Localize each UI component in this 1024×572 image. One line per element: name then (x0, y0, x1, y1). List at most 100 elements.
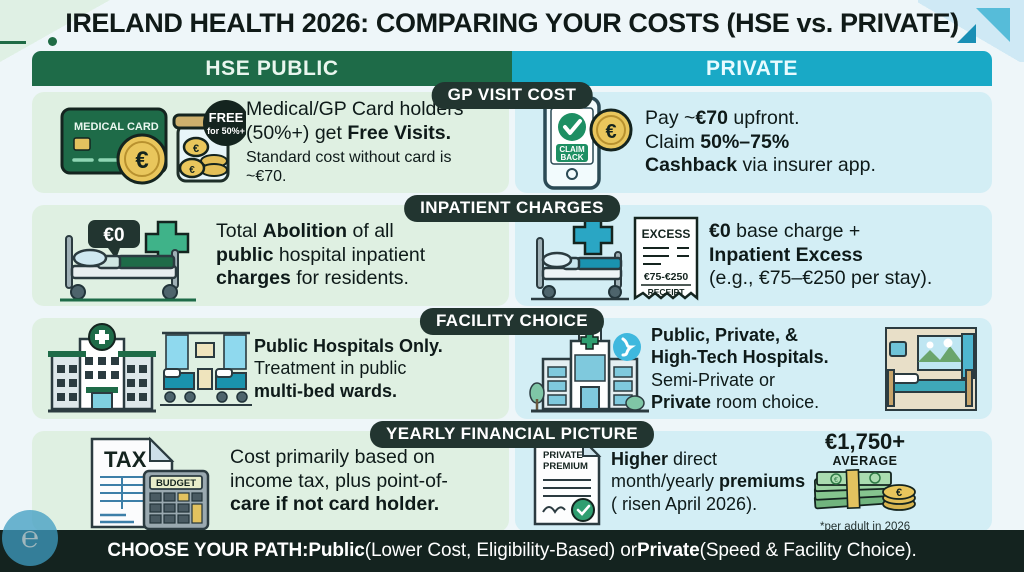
verified-seal-icon (571, 497, 595, 522)
inp-public-line1c: of all (347, 219, 394, 242)
footer-prefix: CHOOSE YOUR PATH: (107, 540, 309, 561)
price-bubble (88, 219, 140, 248)
column-header-public: HSE PUBLIC (32, 51, 512, 86)
private-room-icon (885, 326, 977, 411)
gp-private-line2a: Claim (645, 130, 701, 153)
footer-private-word: Private (636, 540, 700, 561)
art-claimback-phone-group: CLAIM BACK € (529, 94, 645, 192)
gp-private-line3b: via insurer app. (737, 154, 876, 177)
gp-private-line1b: €70 (695, 106, 728, 129)
yr-private-line2a: month/yearly (611, 471, 720, 492)
text-public-yearly: Cost primarily based on income tax, plus… (230, 446, 448, 517)
phone-label-back: BACK (560, 153, 583, 162)
row-inpatient-charges: INPATIENT CHARGES €0 (0, 195, 1024, 312)
fac-public-line3: multi-bed wards. (254, 380, 398, 401)
yr-private-line1a: Higher (611, 448, 669, 469)
footer-public-desc: (Lower Cost, Eligibility-Based) or (364, 540, 637, 561)
excess-receipt-icon: EXCESS €75-€250 RECEIPT (531, 214, 699, 301)
receipt-icon: EXCESS €75-€250 RECEIPT (633, 216, 699, 301)
text-private-inpatient: €0 base charge + Inpatient Excess (e.g.,… (709, 220, 932, 291)
premium-doc-label-2: PREMIUM (543, 461, 588, 472)
art-private-hospital-group (529, 321, 651, 417)
bubble-zero-euro: €0 (103, 225, 124, 246)
fac-private-line3: Semi-Private or (651, 369, 776, 390)
art-hospital-bed-free-group: €0 (46, 208, 216, 304)
text-private-gp-visit: Pay ~€70 upfront. Claim 50%–75% Cashback… (645, 107, 876, 178)
fac-private-line4a: Private (651, 392, 712, 412)
hospital-building-icon (529, 328, 649, 412)
corner-line-left (0, 41, 26, 44)
fac-private-line1: Public, Private, & (651, 324, 799, 345)
gp-private-line2b: 50%–75% (700, 130, 790, 153)
calculator-icon: BUDGET (142, 469, 210, 530)
check-icon (558, 112, 586, 141)
svg-text:€: € (834, 477, 838, 484)
art-private-premium-doc-group: PRIVATE PREMIUM (529, 436, 605, 528)
gp-private-line3a: Cashback (645, 154, 738, 177)
row-badge-inpatient-charges: INPATIENT CHARGES (404, 195, 620, 222)
hospital-building-icon (48, 322, 156, 412)
page-title: IRELAND HEALTH 2026: COMPARING YOUR COST… (65, 8, 959, 38)
svg-text:€: € (605, 121, 616, 143)
row-gp-visit-cost: GP VISIT COST MEDICAL CARD € (0, 82, 1024, 199)
inp-private-line1b: base charge + (730, 219, 861, 242)
art-bed-receipt-group: EXCESS €75-€250 RECEIPT (529, 206, 709, 306)
inp-public-line2a: public (216, 243, 274, 266)
yr-private-line2b: premiums (719, 471, 806, 492)
fac-private-line2: High-Tech Hospitals. (651, 347, 829, 367)
corner-triangle-small-icon (957, 24, 976, 43)
calculator-label: BUDGET (156, 478, 196, 489)
footer-public-word: Public (308, 540, 365, 561)
yr-public-line1: Cost primarily based on (230, 445, 435, 468)
comparison-rows: GP VISIT COST MEDICAL CARD € (0, 82, 1024, 538)
inp-public-line3b: for residents. (290, 267, 409, 290)
inp-public-line3a: charges (216, 267, 291, 290)
svg-text:€: € (896, 487, 902, 499)
cell-public-facility: Public Hospitals Only. Treatment in publ… (32, 318, 509, 419)
svg-text:€: € (193, 143, 199, 155)
gp-public-line2b: Free Visits. (347, 121, 452, 144)
free-badge-icon (203, 99, 246, 146)
yr-public-line3: care if not card holder. (230, 493, 440, 516)
yr-private-line3: ( risen April 2026). (611, 493, 758, 514)
fac-public-line1: Public Hospitals Only. (254, 335, 443, 356)
average-cost-label: AVERAGE (832, 453, 898, 468)
row-badge-yearly-financial: YEARLY FINANCIAL PICTURE (369, 421, 655, 448)
cash-stack-icon: € € (813, 468, 916, 511)
inp-private-line2a: Inpatient Excess (709, 243, 863, 266)
hospital-bed-icon: €0 (60, 219, 196, 301)
inp-private-line3a: (e.g., €75–€250 per stay). (709, 267, 933, 290)
medical-cross-icon (572, 214, 614, 255)
free-badge-top: FREE (209, 110, 244, 125)
svg-text:MEDICAL CARD: MEDICAL CARD (74, 121, 159, 133)
cell-private-gp-visit: CLAIM BACK € Pay ~€70 upfront. Claim 50%… (515, 92, 992, 193)
gp-public-line1: Medical/GP Card holders (246, 98, 464, 121)
row-badge-facility-choice: FACILITY CHOICE (419, 308, 605, 335)
phone-label-claim: CLAIM (559, 145, 585, 154)
art-public-hospital-group (46, 321, 254, 417)
free-badge-bottom: for 50%+ (207, 126, 245, 136)
corner-triangle-large-icon (976, 8, 1010, 42)
inp-public-line1b: Abolition (262, 219, 348, 242)
gp-public-sub: Standard cost without card is ~€70. (246, 148, 452, 186)
inp-private-line1a: €0 (709, 219, 731, 242)
row-facility-choice: FACILITY CHOICE (0, 308, 1024, 425)
footer-banner: CHOOSE YOUR PATH: Public (Lower Cost, El… (0, 530, 1024, 572)
claim-back-phone-icon: CLAIM BACK € (543, 95, 633, 190)
svg-text:€: € (189, 165, 195, 176)
receipt-title: EXCESS (642, 227, 691, 241)
receipt-footer: RECEIPT (648, 287, 686, 297)
text-public-gp-visit: Medical/GP Card holders (50%+) get Free … (246, 98, 495, 187)
column-header-private: PRIVATE (512, 51, 992, 86)
corner-dot-left (48, 37, 57, 46)
text-public-facility: Public Hospitals Only. Treatment in publ… (254, 335, 443, 403)
cell-private-facility: Public, Private, & High-Tech Hospitals. … (515, 318, 992, 419)
yr-public-line2: income tax, plus point-of- (230, 469, 448, 492)
art-tax-calculator-group: TAX (82, 433, 230, 531)
art-medical-card-group: MEDICAL CARD € € (46, 97, 246, 189)
medical-card-icon: MEDICAL CARD € € (60, 99, 246, 184)
yr-private-line1b: direct (668, 448, 718, 469)
fac-private-line4b: room choice. (711, 392, 820, 412)
cell-public-inpatient: €0 (32, 205, 509, 306)
